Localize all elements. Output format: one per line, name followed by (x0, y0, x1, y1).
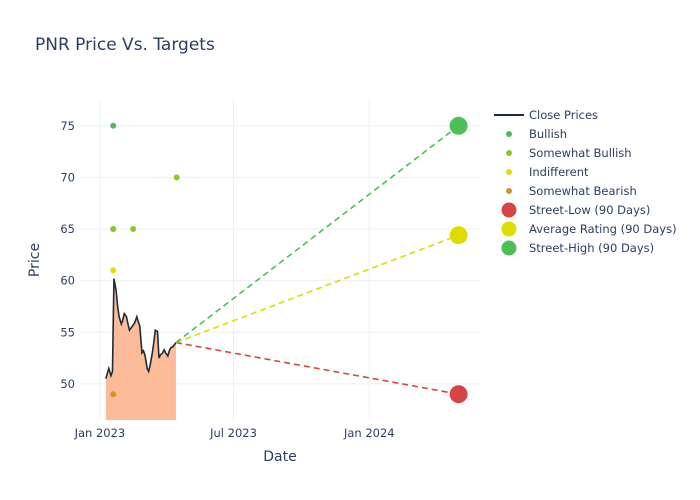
legend-indifferent-label: Indifferent (529, 165, 589, 179)
legend-average-rating-swatch (501, 221, 517, 237)
somewhat-bearish-point (110, 391, 117, 398)
close-price-fill (105, 278, 176, 420)
x-tick-label: Jan 2024 (343, 426, 395, 440)
legend-bullish-swatch (506, 131, 512, 137)
legend-street-high[interactable]: Street-High (90 Days) (501, 240, 655, 256)
legend-indifferent-swatch (506, 169, 512, 175)
legend[interactable]: Close Prices Bullish Somewhat Bullish Indif… (494, 108, 677, 256)
x-tick-label: Jul 2023 (209, 426, 257, 440)
legend-bullish[interactable]: Bullish (506, 127, 567, 141)
legend-somewhat-bullish[interactable]: Somewhat Bullish (506, 146, 632, 160)
chart-title: PNR Price Vs. Targets (35, 35, 215, 55)
x-axis-ticks: Jan 2023 Jul 2023 Jan 2024 (74, 426, 395, 440)
y-tick-label: 75 (60, 119, 75, 133)
legend-somewhat-bearish-label: Somewhat Bearish (529, 184, 637, 198)
y-tick-label: 65 (60, 222, 75, 236)
legend-close-prices-label: Close Prices (529, 108, 598, 122)
y-axis-title: Price (27, 243, 43, 277)
legend-street-high-label: Street-High (90 Days) (529, 241, 654, 255)
y-tick-label: 50 (60, 377, 75, 391)
legend-somewhat-bullish-label: Somewhat Bullish (529, 146, 632, 160)
chart-markers (110, 116, 468, 404)
legend-street-low[interactable]: Street-Low (90 Days) (501, 202, 651, 218)
grid (80, 100, 480, 420)
legend-street-low-swatch (501, 202, 517, 218)
y-tick-label: 55 (60, 325, 75, 339)
street-low-marker (449, 385, 468, 404)
y-tick-label: 70 (60, 170, 75, 184)
legend-average-rating-label: Average Rating (90 Days) (529, 222, 677, 236)
legend-average-rating[interactable]: Average Rating (90 Days) (501, 221, 677, 237)
street-high-projection-line (175, 125, 460, 344)
street-low-projection-line (175, 341, 459, 395)
close-price-line (105, 278, 177, 379)
x-axis-title: Date (263, 449, 296, 465)
legend-somewhat-bearish[interactable]: Somewhat Bearish (506, 184, 637, 198)
somewhat-bullish-point (130, 226, 137, 233)
legend-somewhat-bullish-swatch (506, 150, 512, 156)
legend-close-prices[interactable]: Close Prices (494, 108, 598, 122)
x-tick-label: Jan 2023 (74, 426, 126, 440)
legend-street-high-swatch (501, 240, 517, 256)
legend-indifferent[interactable]: Indifferent (506, 165, 589, 179)
somewhat-bullish-point (173, 174, 180, 181)
legend-somewhat-bearish-swatch (506, 188, 512, 194)
street-high-marker (449, 116, 468, 135)
indifferent-point (110, 267, 117, 274)
close-price-area (105, 278, 177, 420)
y-axis-ticks: 50 55 60 65 70 75 (60, 119, 75, 391)
y-tick-label: 60 (60, 274, 75, 288)
legend-bullish-label: Bullish (529, 127, 567, 141)
average-rating-marker (449, 226, 468, 245)
legend-street-low-label: Street-Low (90 Days) (529, 203, 650, 217)
bullish-point (110, 122, 117, 129)
projection-lines (175, 125, 460, 395)
somewhat-bullish-point (110, 226, 117, 233)
average-rating-projection-line (175, 234, 459, 344)
